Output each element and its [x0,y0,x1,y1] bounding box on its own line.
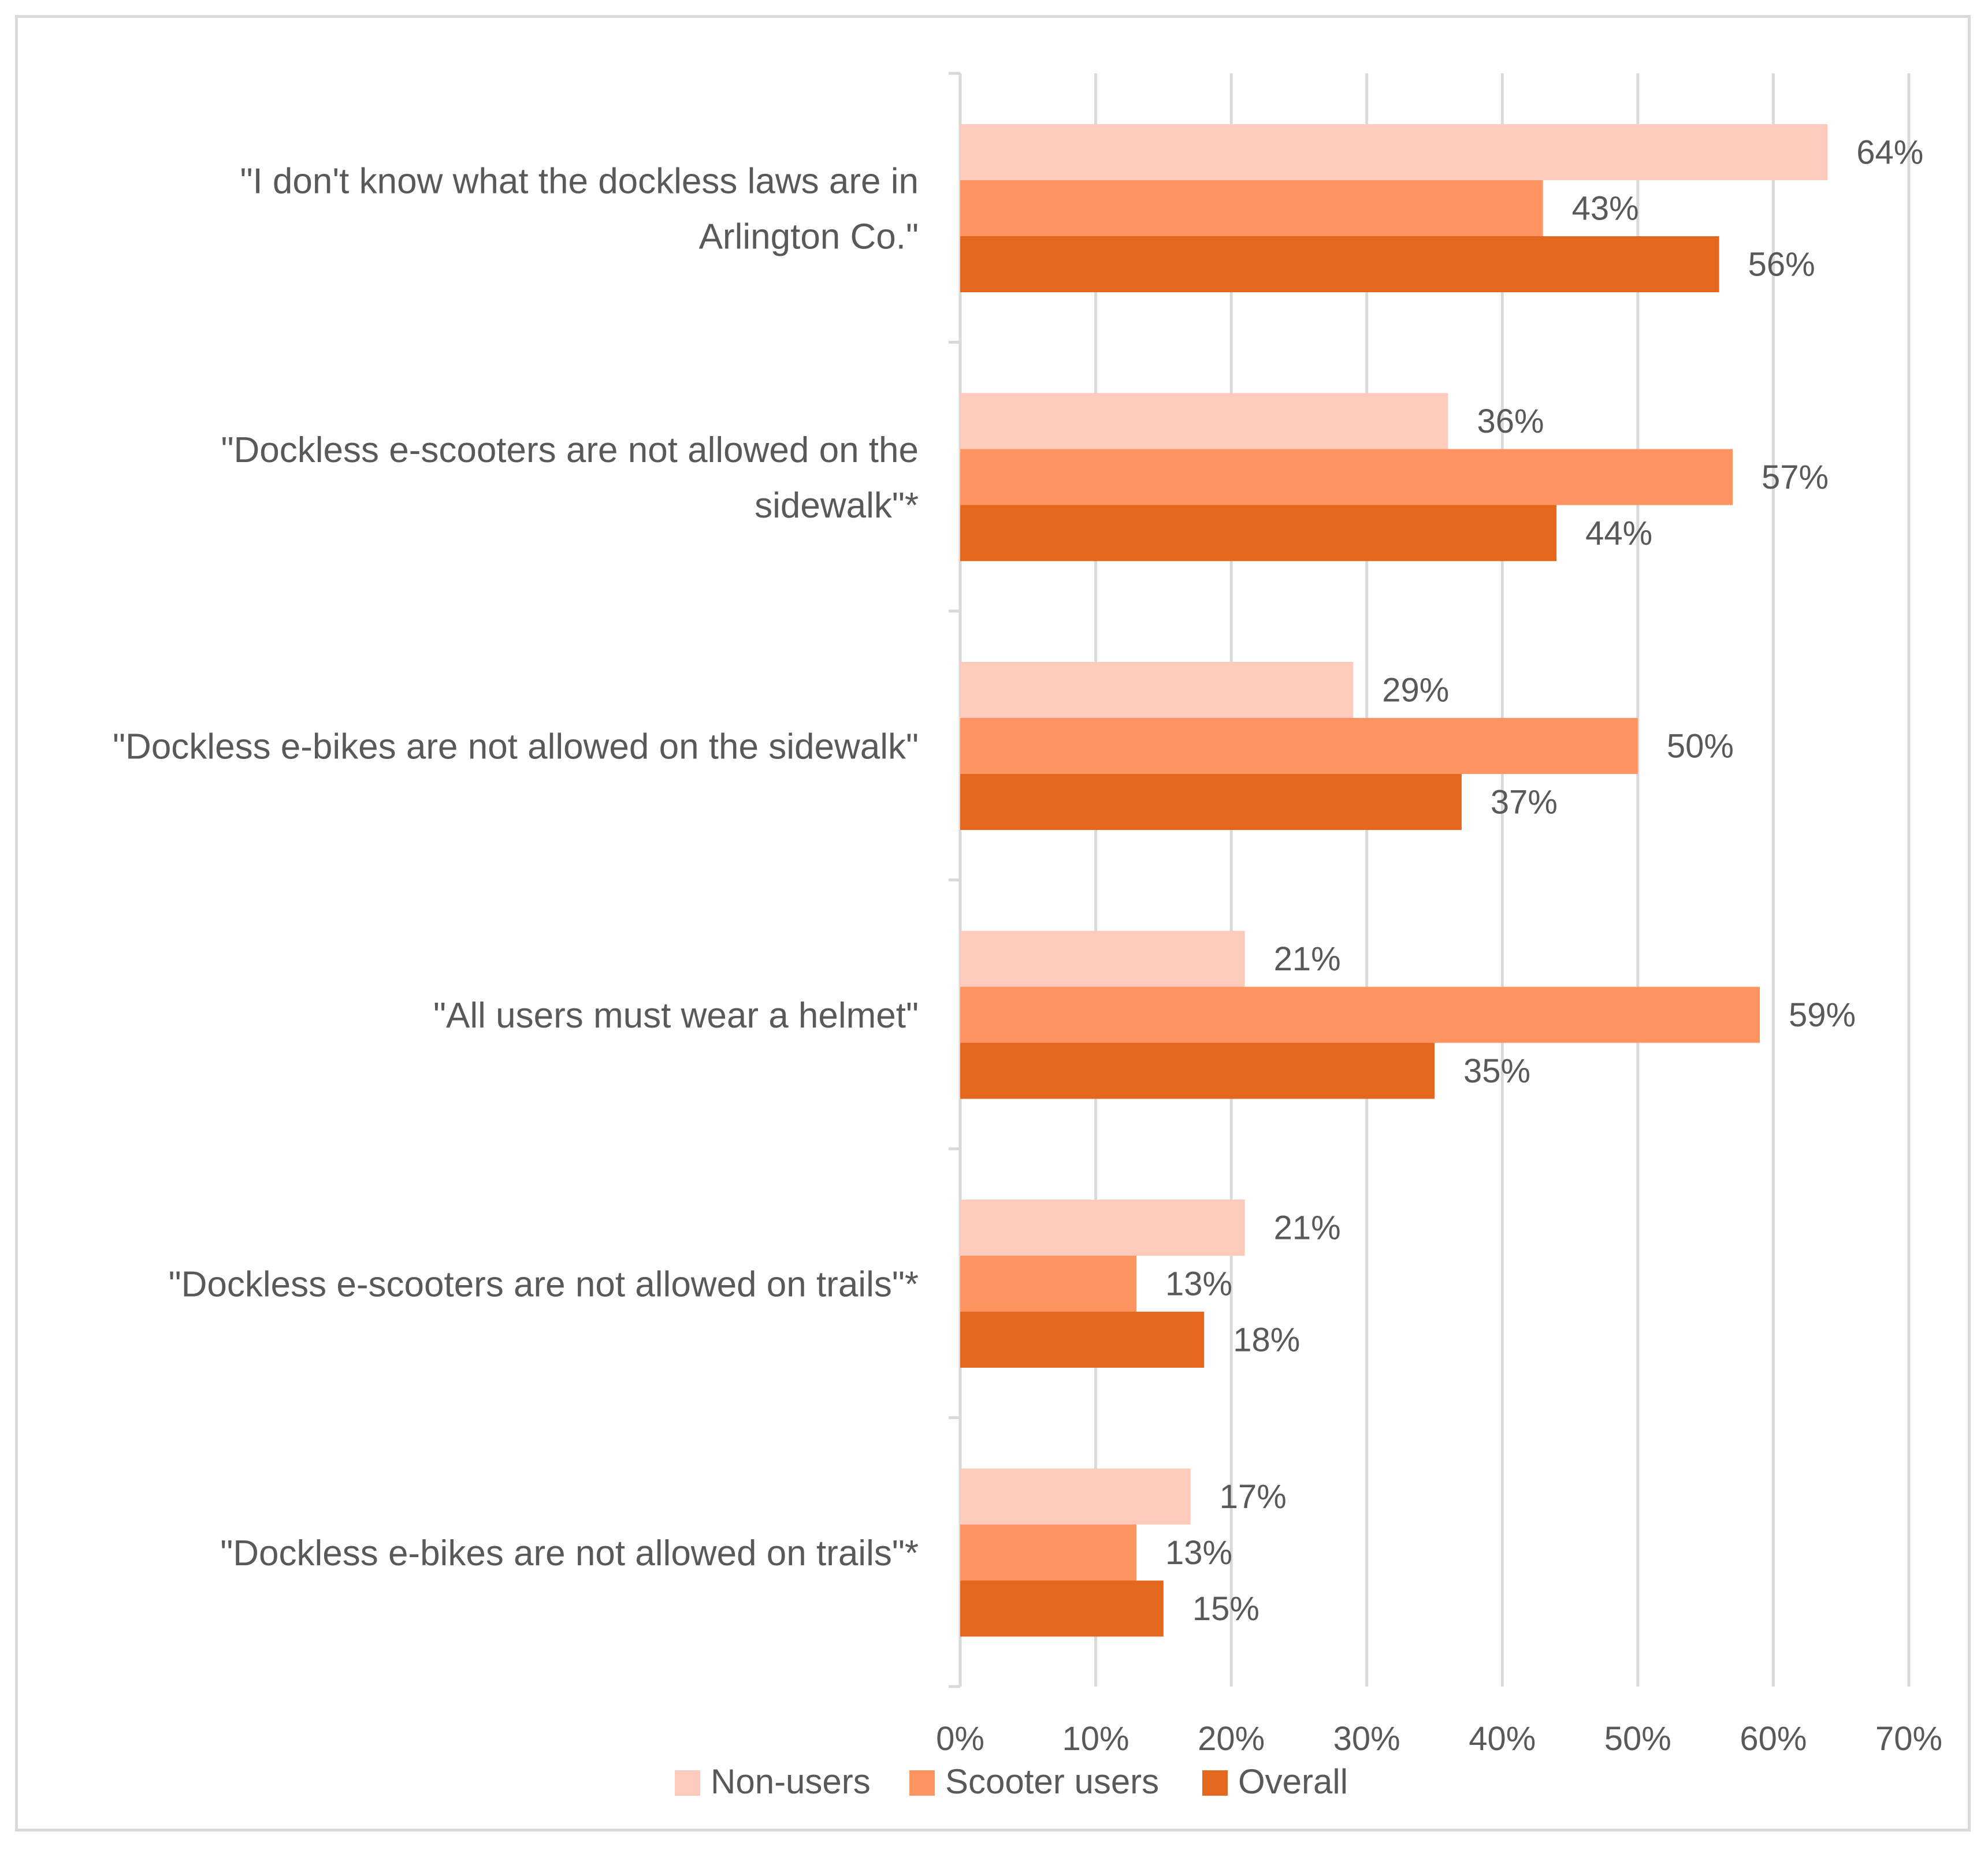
category-label: "Dockless e-bikes are not allowed on the… [113,727,919,767]
data-labels: 64% 43% 56% 36% 57% 44% 29% 50% 37% 21% 59% 35% 21% 1… [1165,134,1923,1628]
category-label: "Dockless e-bikes are not allowed on tra… [220,1533,919,1573]
data-label: 59% [1789,996,1856,1034]
x-tick-label: 10% [1062,1720,1129,1758]
x-tick-labels: 0% 10% 20% 30% 40% 50% 60% 70% [936,1720,1942,1758]
bar [960,505,1557,561]
bar [960,1468,1191,1525]
category-label: "Dockless e-scooters are not allowed on … [169,1265,919,1305]
x-tick-label: 60% [1740,1720,1807,1758]
data-label: 36% [1477,403,1544,440]
legend-label: Scooter users [945,1762,1159,1801]
bar [960,449,1733,505]
bar [960,987,1760,1043]
legend-label: Non-users [711,1762,871,1801]
bar [960,1524,1136,1581]
category-label: "I don't know what the dockless laws are… [240,162,919,257]
data-label: 15% [1192,1590,1259,1628]
x-tick-label: 40% [1469,1720,1536,1758]
data-label: 43% [1572,190,1639,228]
x-tick-label: 20% [1198,1720,1265,1758]
data-label: 13% [1165,1534,1232,1572]
bar [960,718,1638,774]
data-label: 56% [1748,246,1815,284]
bars [960,124,1828,1637]
bar [960,1200,1245,1256]
bar [960,180,1543,236]
data-label: 35% [1463,1052,1530,1090]
category-labels: "I don't know what the dockless laws are… [113,162,919,1574]
legend: Non-users Scooter users Overall [675,1762,1348,1801]
bar [960,236,1719,292]
data-label: 21% [1274,940,1341,978]
legend-label: Overall [1238,1762,1348,1801]
x-tick-label: 70% [1875,1720,1942,1758]
legend-swatch [909,1770,935,1796]
category-label: "Dockless e-scooters are not allowed on … [221,430,919,526]
x-tick-label: 0% [936,1720,984,1758]
legend-swatch [1202,1770,1228,1796]
bar [960,1256,1136,1312]
data-label: 21% [1274,1209,1341,1247]
x-tick-label: 50% [1604,1720,1671,1758]
category-axis [949,72,962,1688]
data-label: 37% [1491,784,1558,821]
data-label: 18% [1233,1322,1300,1359]
bar [960,1312,1205,1368]
data-label: 57% [1762,459,1829,496]
category-label: "All users must wear a helmet" [433,996,919,1036]
gridlines [1094,73,1911,1687]
legend-swatch [675,1770,700,1796]
bar [960,1580,1164,1637]
bar [960,124,1828,180]
data-label: 44% [1585,515,1652,552]
data-label: 17% [1220,1478,1287,1516]
bar [960,393,1448,449]
bar [960,1043,1435,1099]
data-label: 50% [1667,728,1734,765]
data-label: 13% [1165,1265,1232,1303]
bar [960,662,1354,718]
bar [960,774,1462,830]
data-label: 29% [1382,672,1449,709]
x-tick-label: 30% [1333,1720,1400,1758]
bar [960,930,1245,987]
data-label: 64% [1856,134,1923,172]
